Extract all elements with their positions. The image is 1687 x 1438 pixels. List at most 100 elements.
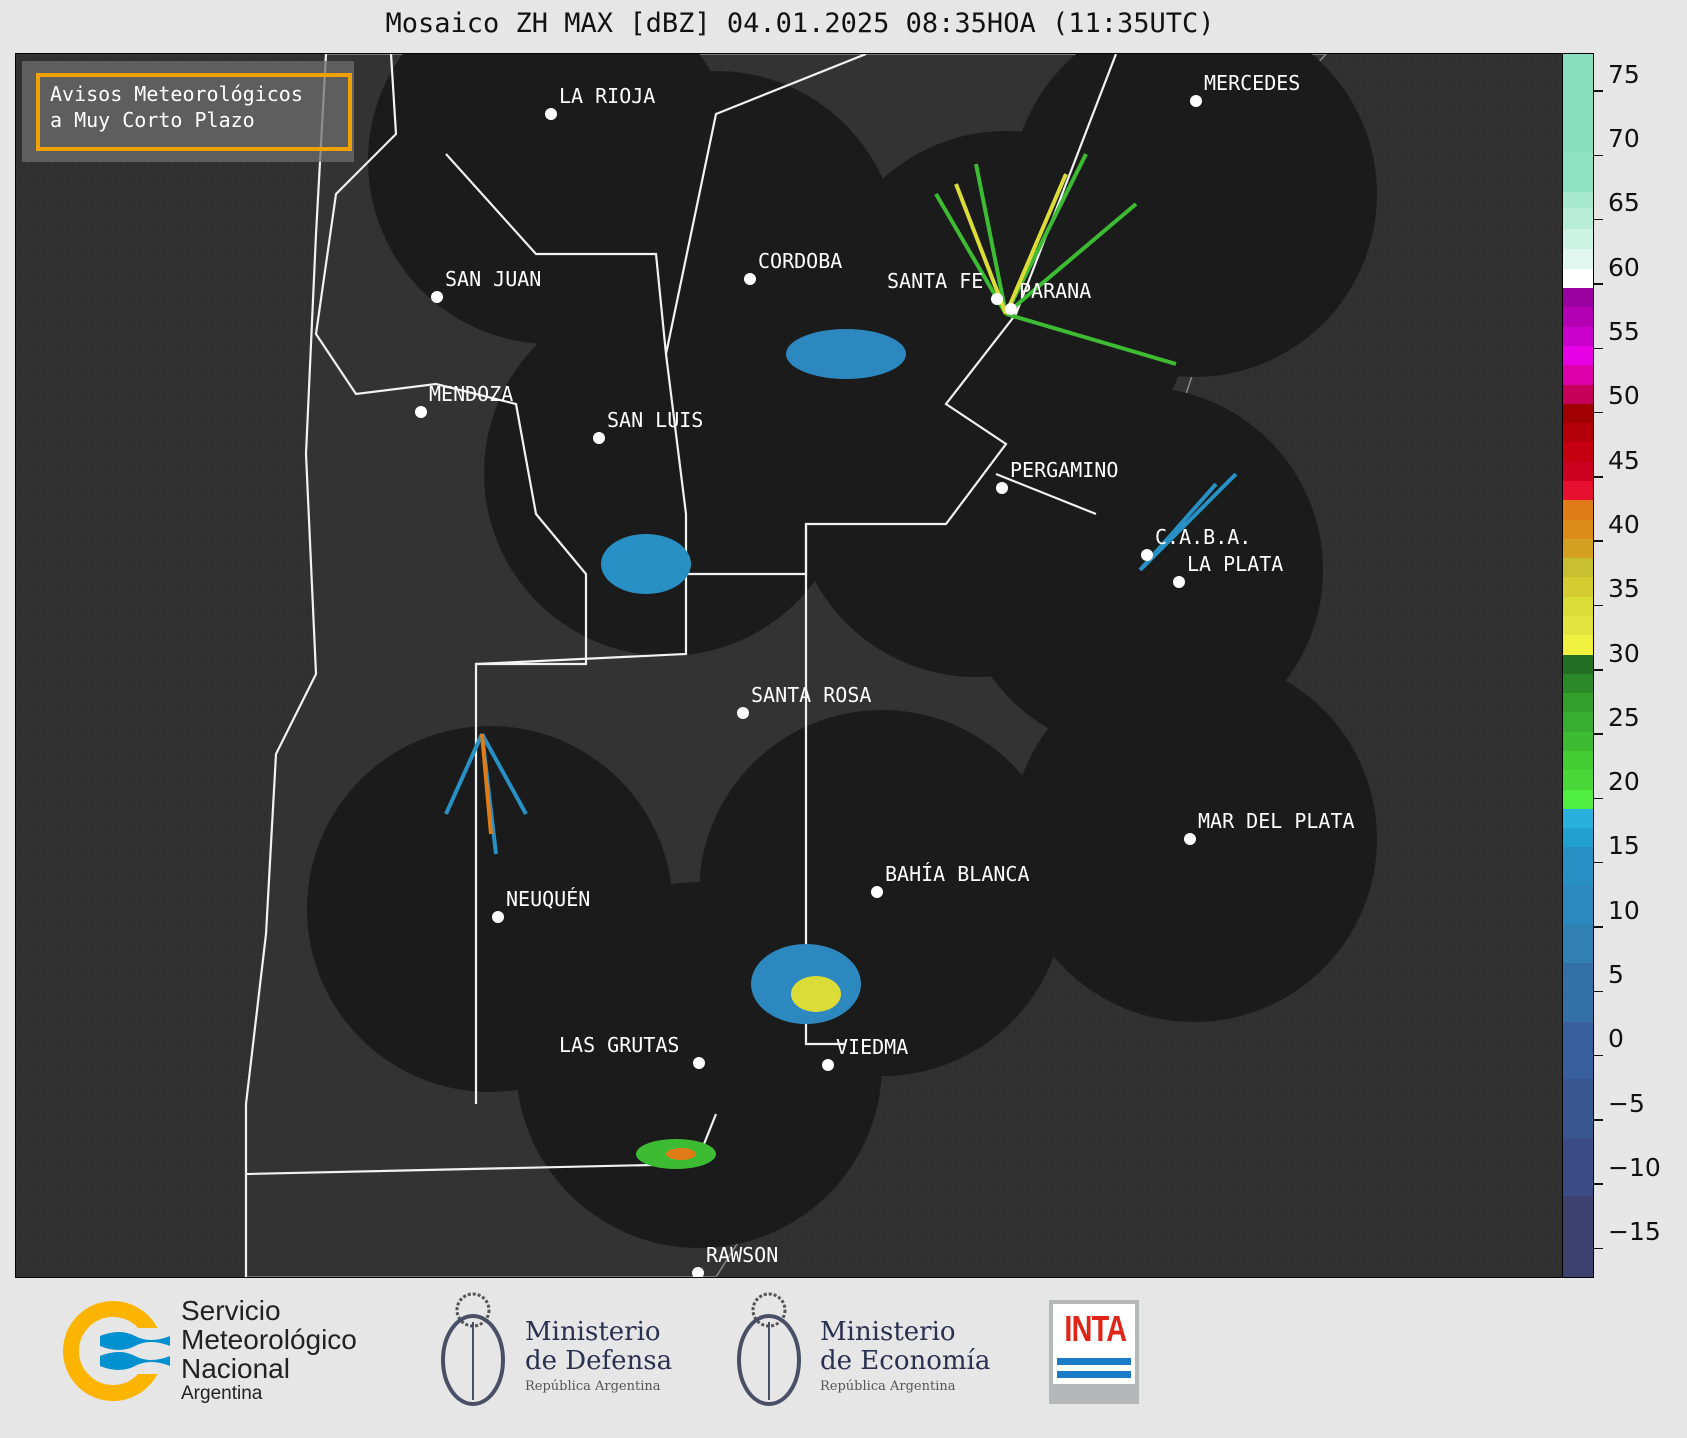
colorbar-segment xyxy=(1563,886,1593,926)
colorbar-segment xyxy=(1563,403,1593,424)
smn-line-3: Nacional xyxy=(181,1353,290,1384)
colorbar-segment xyxy=(1563,635,1593,656)
radar-circle-pergamino xyxy=(793,311,1159,677)
colorbar-tick-label: −5 xyxy=(1608,1088,1645,1118)
city-marker xyxy=(737,707,749,719)
city-marker xyxy=(1190,95,1202,107)
city-label: BAHÍA BLANCA xyxy=(885,862,1030,886)
city-marker xyxy=(1141,549,1153,561)
colorbar-segment xyxy=(1563,191,1593,209)
colorbar-tick-label: 65 xyxy=(1608,188,1640,218)
colorbar-segment xyxy=(1563,228,1593,250)
colorbar-tick-label: −15 xyxy=(1608,1217,1661,1247)
colorbar-segment xyxy=(1563,208,1593,230)
colorbar-tick: 60 xyxy=(1594,253,1640,298)
city-marker xyxy=(871,886,883,898)
colorbar-tick: 70 xyxy=(1594,124,1640,169)
colorbar-tick-label: 50 xyxy=(1608,381,1640,411)
colorbar-tick: −10 xyxy=(1594,1153,1661,1198)
colorbar-segment xyxy=(1563,693,1593,713)
colorbar-segment xyxy=(1563,307,1593,328)
province-borders xyxy=(244,54,1118,1277)
city-marker xyxy=(492,911,504,923)
colorbar-tick-label: 10 xyxy=(1608,895,1640,925)
city-label: LA RIOJA xyxy=(559,84,656,108)
city-label: SANTA ROSA xyxy=(751,683,872,707)
colorbar-tick: 5 xyxy=(1594,960,1624,1005)
colorbar-segment xyxy=(1563,151,1593,193)
colorbar-tick-label: 55 xyxy=(1608,317,1640,347)
colorbar-tick-label: −10 xyxy=(1608,1152,1661,1182)
inta-text: INTA xyxy=(1064,1308,1127,1349)
colorbar-segment xyxy=(1563,365,1593,385)
colorbar-segment xyxy=(1563,847,1593,887)
colorbar-tick: 35 xyxy=(1594,574,1640,619)
inta-logo: INTA xyxy=(1049,1300,1139,1404)
colorbar-tick-label: 45 xyxy=(1608,445,1640,475)
smn-line-1: Servicio xyxy=(181,1295,281,1326)
colorbar-tick-label: 75 xyxy=(1608,59,1640,89)
colorbar-segment xyxy=(1563,751,1593,771)
colorbar-segment xyxy=(1563,500,1593,521)
city-marker xyxy=(545,108,557,120)
colorbar-segment xyxy=(1563,1195,1593,1278)
city-marker xyxy=(431,291,443,303)
colorbar-segment xyxy=(1563,673,1593,694)
city-label: MENDOZA xyxy=(429,382,514,406)
colorbar-segment xyxy=(1563,731,1593,752)
smn-line-2: Meteorológico xyxy=(181,1324,357,1355)
colorbar-tick-label: 35 xyxy=(1608,574,1640,604)
city-marker xyxy=(593,432,605,444)
city-label: C.A.B.A. xyxy=(1155,525,1252,549)
colorbar xyxy=(1562,53,1594,1278)
smn-emblem-icon xyxy=(63,1301,170,1401)
map-canvas xyxy=(16,54,1562,1277)
colorbar-segment xyxy=(1563,1022,1593,1080)
warning-label[interactable]: Avisos Meteorológicos a Muy Corto Plazo xyxy=(36,73,352,151)
colorbar-tick: 45 xyxy=(1594,446,1640,491)
colorbar-segment xyxy=(1563,249,1593,270)
colorbar-segment xyxy=(1563,461,1593,482)
city-label: LAS GRUTAS xyxy=(559,1033,680,1057)
colorbar-segment xyxy=(1563,1078,1593,1139)
colorbar-segment xyxy=(1563,924,1593,964)
city-label: SAN LUIS xyxy=(607,408,704,432)
radar-map[interactable]: Avisos Meteorológicos a Muy Corto Plazo … xyxy=(15,53,1563,1278)
defensa-line-1: Ministerio xyxy=(525,1317,661,1347)
colorbar-segment xyxy=(1563,423,1593,443)
legend-line-1: Avisos Meteorológicos xyxy=(50,82,303,106)
colorbar-segment xyxy=(1563,596,1593,617)
city-marker xyxy=(415,406,427,418)
city-label: SAN JUAN xyxy=(445,267,542,291)
colorbar-segment xyxy=(1563,480,1593,501)
city-marker xyxy=(991,293,1003,305)
colorbar-segment xyxy=(1563,519,1593,540)
city-marker xyxy=(693,1057,705,1069)
defensa-line-2: de Defensa xyxy=(525,1346,673,1376)
city-label: LA PLATA xyxy=(1187,552,1284,576)
radar-echoes xyxy=(444,153,1238,1169)
map-title: Mosaico ZH MAX [dBZ] 04.01.2025 08:35HOA… xyxy=(385,8,1215,39)
colorbar-segment xyxy=(1563,577,1593,598)
city-marker xyxy=(1173,576,1185,588)
colorbar-tick-label: 40 xyxy=(1608,509,1640,539)
colorbar-tick: 50 xyxy=(1594,381,1640,426)
colorbar-tick-label: 70 xyxy=(1608,124,1640,154)
city-label: NEUQUÉN xyxy=(506,887,591,911)
economia-line-1: Ministerio xyxy=(820,1317,956,1347)
city-label: SANTA FE xyxy=(887,269,984,293)
colorbar-tick: 10 xyxy=(1594,896,1640,941)
colorbar-segment xyxy=(1563,268,1593,289)
colorbar-tick-label: 20 xyxy=(1608,767,1640,797)
colorbar-segment xyxy=(1563,326,1593,347)
colorbar-tick-label: 30 xyxy=(1608,638,1640,668)
colorbar-tick-label: 25 xyxy=(1608,702,1640,732)
city-label: MERCEDES xyxy=(1204,71,1301,95)
colorbar-tick-label: 0 xyxy=(1608,1024,1624,1054)
colorbar-segment xyxy=(1563,828,1593,848)
smn-line-4: Argentina xyxy=(181,1383,263,1404)
city-label: PARANA xyxy=(1019,279,1092,303)
colorbar-tick: 40 xyxy=(1594,510,1640,555)
city-label: PERGAMINO xyxy=(1010,458,1119,482)
colorbar-tick: 30 xyxy=(1594,639,1640,684)
